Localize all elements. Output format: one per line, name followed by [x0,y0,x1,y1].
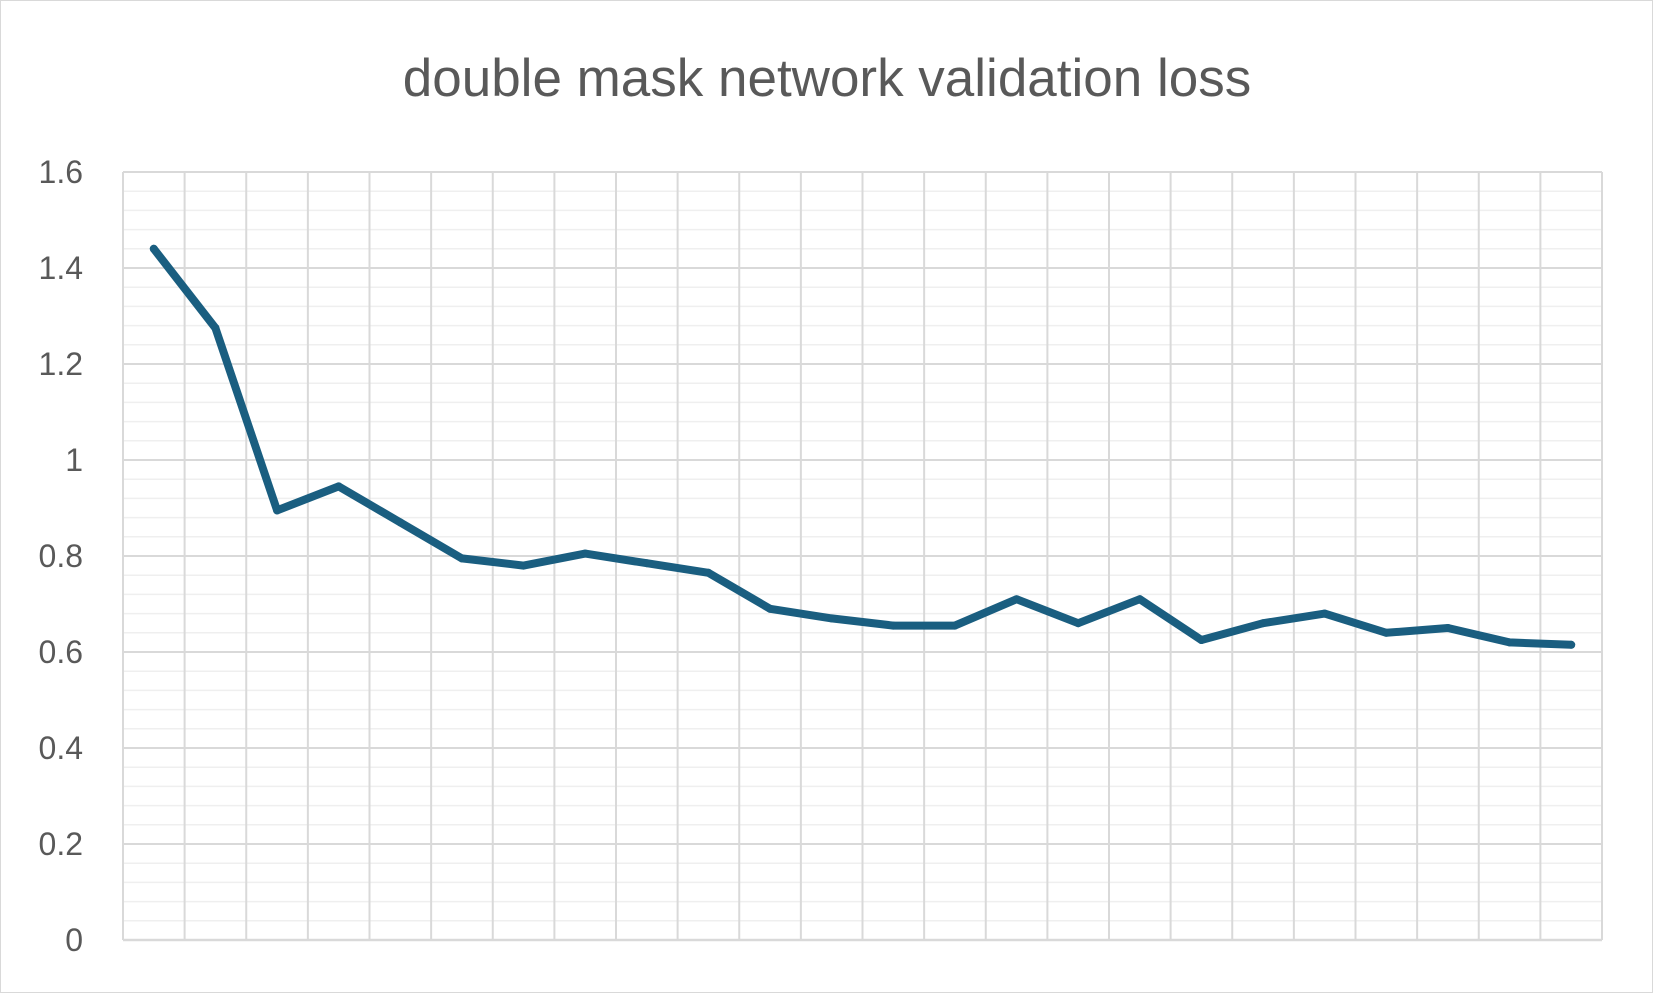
series-line [149,244,1576,649]
data-point [827,614,836,623]
y-tick-label: 1 [65,442,83,478]
y-tick-label: 0 [65,922,83,958]
y-tick-label: 1.6 [39,154,83,190]
data-point [396,518,405,527]
data-point [642,559,651,568]
data-point [149,244,158,253]
data-point [1567,640,1576,649]
data-point [457,554,466,563]
y-tick-label: 1.2 [39,346,83,382]
chart-title: double mask network validation loss [403,49,1251,108]
series-group [149,244,1576,649]
data-point [1074,619,1083,628]
data-point [273,506,282,515]
data-point [1259,619,1268,628]
y-axis-tick-labels: 0 0.2 0.4 0.6 0.8 1 1.2 1.4 1.6 [39,154,83,958]
y-tick-label: 0.6 [39,634,83,670]
data-point [334,482,343,491]
data-point [889,621,898,630]
y-tick-label: 0.2 [39,826,83,862]
data-point [581,549,590,558]
y-tick-label: 0.8 [39,538,83,574]
data-point [1320,609,1329,618]
data-point [519,561,528,570]
data-point [1012,595,1021,604]
y-tick-label: 1.4 [39,250,83,286]
data-point [950,621,959,630]
data-point [1197,636,1206,644]
data-point [1443,624,1452,632]
data-point [1135,595,1144,604]
data-point [1382,628,1391,637]
data-point [1505,638,1514,647]
major-gridlines [122,171,1603,940]
data-point [704,568,713,577]
y-tick-label: 0.4 [39,730,83,766]
data-point [211,324,220,332]
data-point [766,604,775,613]
